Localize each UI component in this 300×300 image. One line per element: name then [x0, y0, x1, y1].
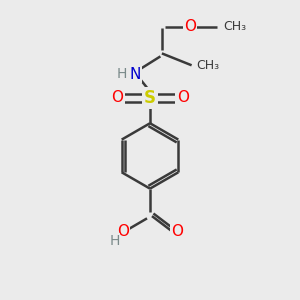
Text: N: N — [130, 67, 141, 82]
Text: O: O — [171, 224, 183, 239]
Text: O: O — [111, 91, 123, 106]
Text: H: H — [109, 234, 119, 248]
Text: O: O — [177, 91, 189, 106]
Text: O: O — [184, 19, 196, 34]
Text: O: O — [117, 224, 129, 239]
Text: H: H — [116, 67, 127, 81]
Text: S: S — [144, 89, 156, 107]
Text: CH₃: CH₃ — [223, 20, 246, 33]
Text: CH₃: CH₃ — [196, 59, 219, 72]
